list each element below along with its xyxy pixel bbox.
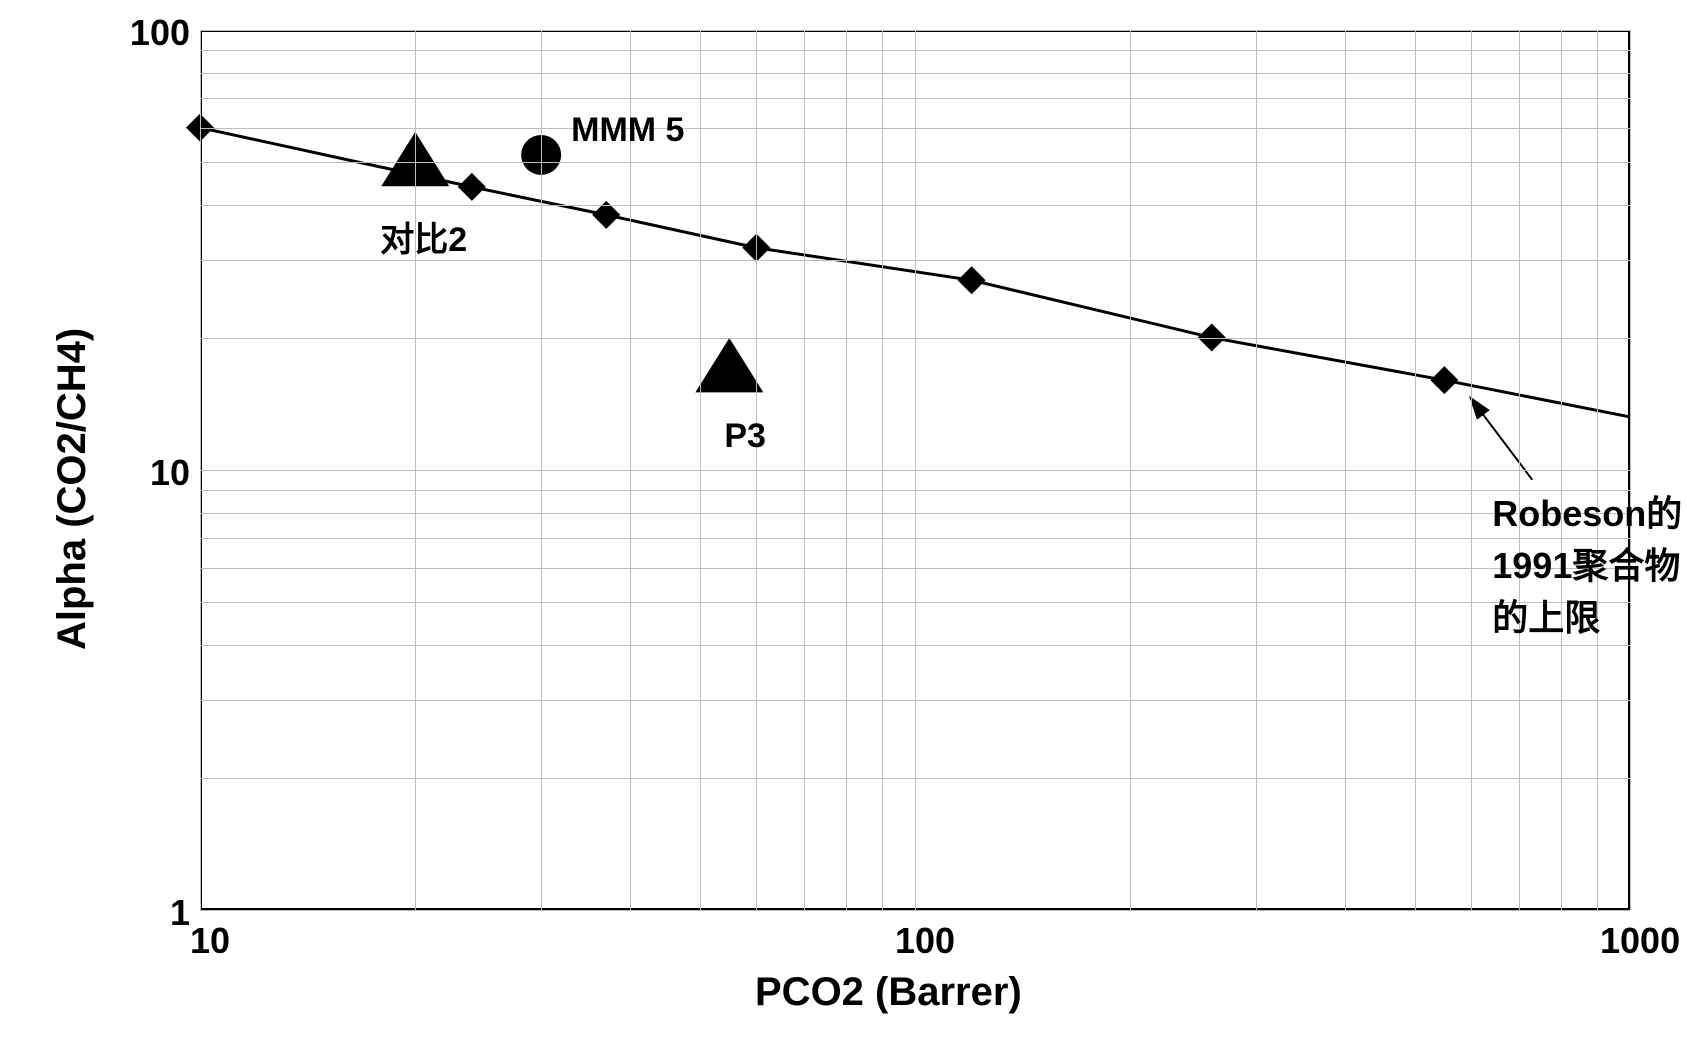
gridline-horizontal (200, 30, 1630, 31)
gridline-horizontal (200, 50, 1630, 51)
gridline-horizontal (200, 162, 1630, 163)
gridline-horizontal (200, 910, 1630, 911)
y-axis-title: Alpha (CO2/CH4) (50, 328, 95, 650)
gridline-horizontal (200, 98, 1630, 99)
chart-container: Alpha (CO2/CH4) PCO2 (Barrer) 10 100 1000 1… (0, 0, 1687, 1060)
y-tick-label: 1 (100, 892, 190, 934)
x-axis-title: PCO2 (Barrer) (755, 970, 1022, 1015)
gridline-horizontal (200, 645, 1630, 646)
robeson-marker (1430, 366, 1458, 394)
gridline-horizontal (200, 568, 1630, 569)
gridline-horizontal (200, 470, 1630, 471)
gridline-horizontal (200, 338, 1630, 339)
robeson-label: Robeson的1991聚合物的上限 (1492, 485, 1687, 641)
robeson-arrow (1471, 399, 1532, 480)
gridline-horizontal (200, 490, 1630, 491)
gridline-horizontal (200, 513, 1630, 514)
gridline-horizontal (200, 538, 1630, 539)
robeson-marker (958, 266, 986, 294)
x-tick-label: 100 (885, 920, 965, 962)
label-对比2: 对比2 (380, 212, 467, 261)
gridline-horizontal (200, 73, 1630, 74)
triangle-marker-P3 (695, 338, 763, 392)
gridline-horizontal (200, 602, 1630, 603)
gridline-horizontal (200, 128, 1630, 129)
gridline-horizontal (200, 778, 1630, 779)
y-tick-label: 10 (100, 452, 190, 494)
x-tick-label: 1000 (1600, 920, 1680, 962)
label-MMM5: MMM 5 (571, 111, 684, 150)
y-tick-label: 100 (100, 12, 190, 54)
robeson-marker (458, 173, 486, 201)
plot-svg (0, 0, 1687, 1060)
label-P3: P3 (724, 417, 766, 456)
gridline-vertical (1630, 30, 1631, 910)
gridline-horizontal (200, 700, 1630, 701)
gridline-horizontal (200, 205, 1630, 206)
